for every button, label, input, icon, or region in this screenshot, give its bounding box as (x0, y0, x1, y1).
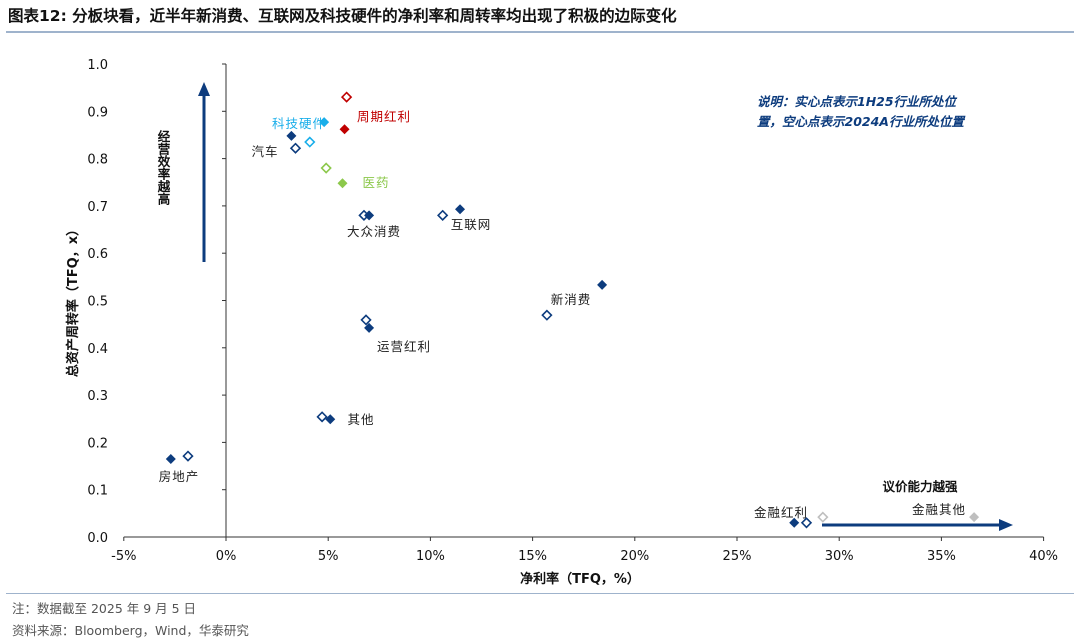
point-2024a-10 (800, 517, 813, 529)
point-2024a-9 (182, 450, 194, 462)
y-tick-label: 0.2 (87, 436, 108, 451)
point-label: 运营红利 (377, 339, 431, 354)
y-tick-label: 0.4 (87, 342, 108, 357)
legend-note-line1: 说明：实心点表示1H25行业所处位 (757, 94, 958, 109)
x-tick-label: 40% (1029, 549, 1058, 564)
legend-note-line2: 置，空心点表示2024A行业所处位置 (757, 114, 966, 129)
vertical-arrow-label: 经营效率越高 (156, 129, 171, 206)
point-2024a-3 (320, 162, 332, 174)
point-label: 医药 (362, 175, 389, 190)
footnote: 注：数据截至 2025 年 9 月 5 日 (12, 601, 197, 616)
point-2024a-2 (340, 91, 353, 103)
point-1h25-3 (337, 178, 348, 189)
point-2024a-5 (437, 209, 449, 221)
point-label: 其他 (347, 412, 374, 427)
y-tick-label: 0.9 (87, 105, 108, 120)
x-tick-label: 20% (620, 549, 649, 564)
x-tick-label: 30% (825, 549, 854, 564)
title-divider (6, 31, 1074, 33)
point-label: 大众消费 (347, 224, 401, 239)
x-tick-label: 10% (416, 549, 445, 564)
footer-divider (6, 593, 1074, 594)
point-2024a-1 (304, 136, 316, 148)
point-2024a-7 (360, 314, 372, 326)
point-1h25-7 (364, 322, 375, 333)
y-tick-label: 1.0 (87, 58, 108, 73)
point-1h25-8 (325, 414, 336, 425)
x-tick-label: 25% (723, 549, 752, 564)
x-tick-label: 35% (927, 549, 956, 564)
point-1h25-0 (286, 130, 297, 141)
arrow-up-icon (198, 82, 210, 96)
y-tick-label: 0.3 (87, 389, 108, 404)
point-label: 房地产 (159, 469, 200, 484)
point-1h25-5 (455, 204, 466, 215)
x-tick-label: 0% (216, 549, 237, 564)
x-tick-label: -5% (111, 549, 136, 564)
horizontal-arrow-label: 议价能力越强 (882, 479, 958, 494)
source-note: 资料来源：Bloomberg，Wind，华泰研究 (12, 623, 249, 638)
point-1h25-1 (319, 117, 330, 128)
point-label: 汽车 (251, 144, 278, 159)
arrow-right-icon (999, 519, 1013, 531)
point-label: 周期红利 (357, 109, 411, 124)
y-tick-label: 0.5 (87, 295, 108, 310)
x-axis-title: 净利率（TFQ，%） (520, 571, 640, 587)
point-2024a-6 (541, 309, 553, 321)
point-label: 金融红利 (754, 505, 808, 520)
x-tick-label: 15% (518, 549, 547, 564)
y-tick-label: 0.0 (87, 531, 108, 546)
point-2024a-0 (289, 142, 302, 154)
y-tick-label: 0.6 (87, 247, 108, 262)
point-label: 科技硬件 (272, 116, 326, 131)
y-tick-label: 0.8 (87, 153, 108, 168)
point-1h25-10 (789, 517, 800, 528)
point-label: 新消费 (551, 292, 592, 307)
figure-title: 图表12: 分板块看，近半年新消费、互联网及科技硬件的净利率和周转率均出现了积极… (8, 7, 677, 25)
point-1h25-11 (969, 512, 980, 523)
point-1h25-2 (339, 124, 350, 135)
point-1h25-4 (364, 210, 375, 221)
y-tick-label: 0.1 (87, 484, 108, 499)
point-label: 金融其他 (912, 502, 966, 517)
y-tick-label: 0.7 (87, 200, 108, 215)
point-label: 互联网 (451, 217, 492, 232)
point-1h25-9 (165, 453, 176, 464)
point-2024a-8 (316, 411, 328, 423)
x-tick-label: 5% (318, 549, 339, 564)
point-2024a-11 (817, 511, 829, 523)
point-1h25-6 (597, 279, 608, 290)
y-axis-title: 总资产周转率（TFQ，x） (65, 223, 81, 377)
